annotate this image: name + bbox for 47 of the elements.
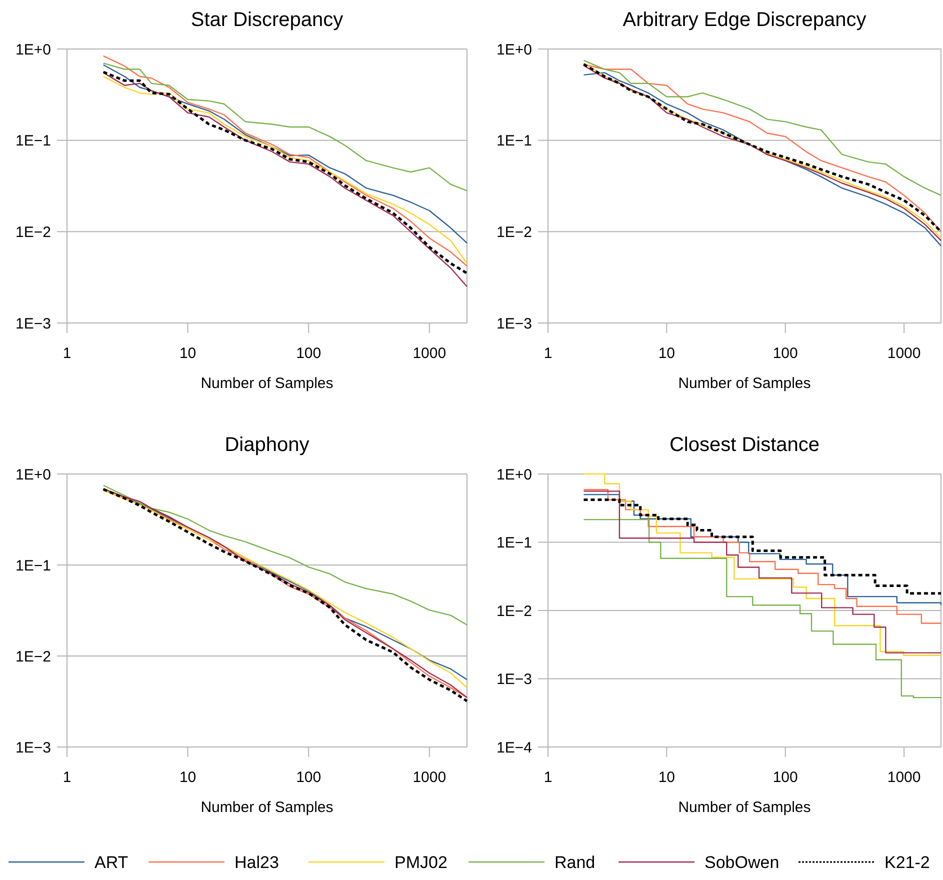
y-tick-label: 1E−2 bbox=[496, 602, 532, 620]
y-tick-label: 1E−2 bbox=[16, 648, 51, 666]
x-tick-label: 1000 bbox=[412, 769, 446, 786]
y-tick-label: 1E−3 bbox=[16, 739, 51, 756]
legend-label: PMJ02 bbox=[394, 852, 448, 872]
chart-title: Arbitrary Edge Discrepancy bbox=[622, 9, 866, 31]
x-tick-label: 10 bbox=[179, 769, 196, 786]
x-tick-label: 1 bbox=[62, 769, 72, 786]
chart-title: Diaphony bbox=[224, 434, 310, 456]
y-tick-label: 1E−1 bbox=[496, 132, 532, 150]
y-tick-label: 1E+0 bbox=[16, 466, 51, 484]
y-tick-label: 1E−3 bbox=[496, 315, 532, 332]
x-axis-title: Number of Samples bbox=[200, 799, 334, 816]
x-tick-label: 1000 bbox=[412, 345, 446, 362]
x-tick-label: 1000 bbox=[887, 345, 921, 362]
x-tick-label: 100 bbox=[772, 769, 798, 786]
legend-label: Hal23 bbox=[234, 852, 279, 872]
y-tick-label: 1E−1 bbox=[16, 557, 51, 574]
y-tick-label: 1E−3 bbox=[496, 671, 532, 688]
x-tick-label: 10 bbox=[179, 345, 196, 362]
legend-label: K21-2 bbox=[884, 852, 930, 872]
y-tick-label: 1E+0 bbox=[496, 466, 532, 484]
x-axis-title: Number of Samples bbox=[678, 799, 811, 816]
legend-label: ART bbox=[94, 852, 128, 872]
x-tick-label: 100 bbox=[772, 345, 798, 362]
y-tick-label: 1E−2 bbox=[16, 224, 51, 241]
y-tick-label: 1E+0 bbox=[16, 41, 51, 58]
chart-title: Closest Distance bbox=[669, 434, 820, 456]
y-tick-label: 1E−2 bbox=[496, 224, 532, 241]
y-tick-label: 1E−1 bbox=[16, 132, 51, 150]
chart-title: Star Discrepancy bbox=[190, 9, 344, 31]
y-tick-label: 1E−1 bbox=[496, 534, 532, 552]
x-tick-label: 10 bbox=[658, 769, 676, 786]
x-tick-label: 10 bbox=[658, 345, 676, 362]
x-axis-title: Number of Samples bbox=[678, 375, 811, 392]
y-tick-label: 1E+0 bbox=[496, 41, 532, 58]
legend-label: Rand bbox=[554, 852, 596, 872]
x-tick-label: 1 bbox=[62, 345, 72, 362]
x-tick-label: 100 bbox=[296, 345, 322, 362]
x-tick-label: 100 bbox=[296, 769, 322, 786]
legend-label: SobOwen bbox=[704, 852, 780, 872]
x-tick-label: 1 bbox=[544, 769, 552, 786]
y-tick-label: 1E−4 bbox=[496, 739, 532, 756]
x-tick-label: 1 bbox=[544, 345, 552, 362]
y-tick-label: 1E−3 bbox=[16, 315, 51, 332]
x-tick-label: 1000 bbox=[887, 769, 921, 786]
x-axis-title: Number of Samples bbox=[200, 375, 334, 392]
